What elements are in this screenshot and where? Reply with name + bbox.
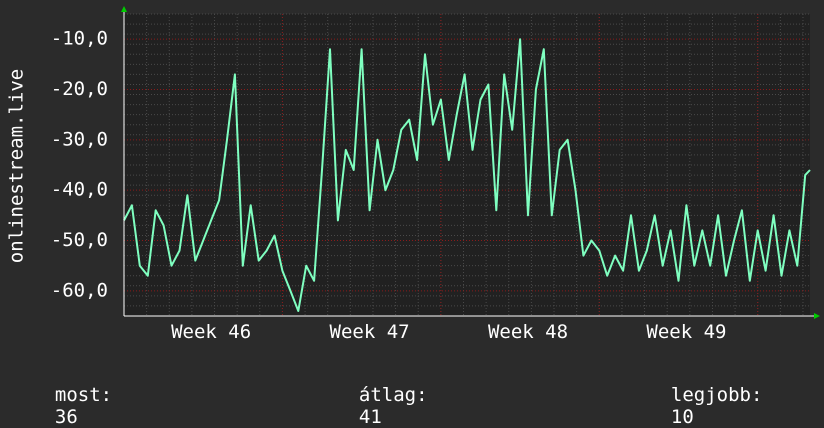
- current-stat-value: 36: [54, 406, 78, 428]
- y-axis-arrow: [121, 6, 127, 12]
- y-tick-label: -10,0: [51, 28, 108, 50]
- y-tick-labels: -10,0 -20,0 -30,0 -40,0 -50,0 -60,0: [51, 28, 108, 302]
- best-stat-label: legjobb:: [670, 384, 763, 406]
- y-tick-label: -30,0: [51, 128, 108, 150]
- y-axis-label: onlinestream.live: [6, 69, 28, 263]
- y-tick-label: -40,0: [51, 179, 108, 201]
- x-tick-label: Week 48: [488, 321, 568, 343]
- chart: -10,0-20,0-30,0-40,0-50,0-60,0 Week 46 We…: [6, 6, 820, 343]
- current-stat-label: most:: [54, 384, 113, 406]
- x-tick-label: Week 49: [646, 321, 726, 343]
- best-stat-value: 10: [670, 406, 694, 428]
- y-tick-label: -20,0: [51, 78, 108, 100]
- y-tick-label: -50,0: [51, 229, 108, 251]
- x-axis-arrow: [814, 313, 820, 319]
- y-tick-label: -60,0: [51, 279, 108, 301]
- x-tick-label: Week 47: [330, 321, 410, 343]
- current-stat: most: 36: [32, 362, 112, 428]
- average-stat-label: átlag:: [358, 384, 428, 406]
- average-stat-value: 41: [358, 406, 382, 428]
- average-stat: átlag: 41: [336, 362, 428, 428]
- major-grid: [123, 14, 810, 316]
- series-line: [123, 38, 811, 312]
- x-tick-labels: Week 46 Week 47 Week 48 Week 49: [171, 321, 726, 343]
- best-stat: legjobb: 10: [648, 362, 763, 428]
- x-tick-label: Week 46: [171, 321, 251, 343]
